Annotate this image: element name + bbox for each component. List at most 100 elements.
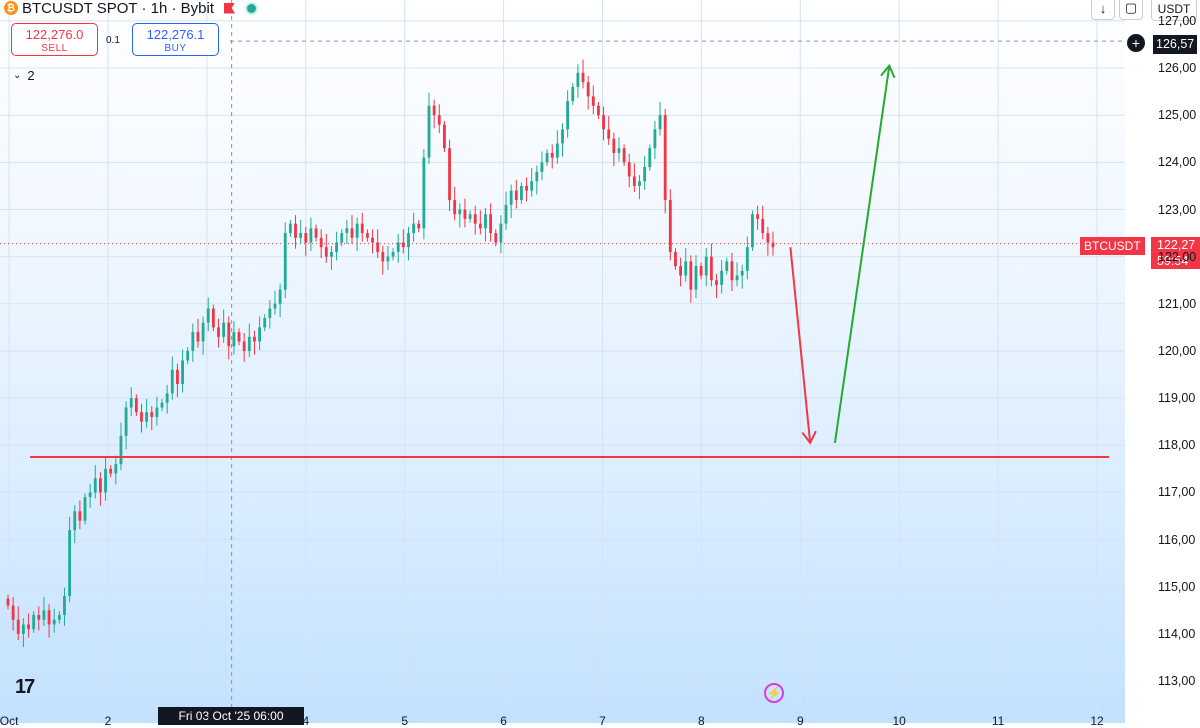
candle-body	[119, 435, 123, 465]
candle-body	[417, 223, 421, 229]
candle-body	[283, 233, 287, 290]
buy-label: BUY	[164, 43, 187, 54]
candle-body	[104, 468, 107, 493]
candle-body	[771, 242, 775, 248]
candle-body	[78, 511, 82, 521]
candle-body	[756, 214, 760, 219]
candle-body	[473, 214, 477, 224]
candle-body	[27, 624, 30, 630]
candle-body	[458, 209, 462, 215]
x-tick-label: 5	[401, 714, 409, 728]
sell-button[interactable]: 122,276.0 SELL	[11, 23, 98, 56]
lightning-icon[interactable]: ⚡	[764, 683, 784, 703]
last-price-value: 122,27	[1157, 238, 1196, 252]
candle-body	[37, 614, 41, 620]
spread-value: 0.1	[106, 35, 120, 46]
candle-body	[109, 468, 113, 474]
candle-body	[150, 412, 154, 417]
candle-body	[566, 101, 570, 130]
candle-body	[196, 332, 200, 342]
price-axis[interactable]	[1125, 0, 1200, 723]
add-alert-icon[interactable]: +	[1127, 34, 1145, 52]
candle-body	[674, 251, 677, 267]
candle-body	[99, 478, 102, 493]
candle-body	[360, 223, 364, 234]
candle-body	[258, 327, 261, 342]
candle-body	[376, 242, 380, 252]
candle-body	[11, 605, 15, 620]
candle-body	[581, 72, 585, 83]
candle-body	[525, 185, 528, 191]
candle-body	[176, 369, 179, 384]
y-tick-label: 123,00	[1158, 202, 1197, 217]
candle-body	[237, 332, 241, 342]
candle-body	[576, 72, 580, 87]
x-tick-label: 4	[302, 714, 310, 728]
download-button[interactable]: ↓	[1091, 0, 1115, 20]
candle-body	[751, 214, 754, 248]
symbol-title: BTCUSDT SPOT · 1h · Bybit	[22, 0, 214, 17]
candle-body	[391, 251, 395, 257]
y-tick-label: 116,00	[1158, 532, 1196, 547]
candle-body	[63, 596, 66, 615]
candle-body	[181, 360, 184, 384]
candle-body	[83, 497, 87, 521]
bitcoin-icon: ₿	[4, 1, 18, 15]
x-tick-label: 10	[892, 714, 906, 728]
chevron-down-icon: ⌄	[13, 70, 22, 81]
candle-body	[427, 105, 431, 158]
candle-body	[21, 624, 25, 634]
candle-body	[170, 369, 174, 394]
indicator-count: 2	[27, 68, 35, 83]
flag-icon[interactable]	[224, 3, 235, 14]
candle-body	[57, 614, 61, 620]
candle-body	[735, 275, 739, 281]
crosshair-time-tag: Fri 03 Oct '25 06:00	[158, 707, 304, 725]
candle-body	[355, 223, 359, 238]
candle-body	[520, 185, 523, 201]
y-tick-label: 120,00	[1158, 343, 1197, 358]
candle-body	[535, 171, 539, 182]
candle-body	[381, 251, 385, 262]
candle-body	[448, 148, 451, 201]
y-tick-label: 117,00	[1158, 485, 1196, 500]
candle-body	[709, 256, 713, 281]
candle-body	[720, 270, 724, 285]
candle-body	[52, 619, 56, 625]
download-icon: ↓	[1099, 0, 1107, 16]
market-open-icon	[247, 3, 256, 13]
x-tick-label: 12	[1090, 714, 1104, 728]
candle-body	[330, 251, 333, 257]
candle-body	[299, 233, 303, 238]
candle-body	[494, 233, 498, 243]
candle-body	[324, 247, 328, 257]
up-arrow-shaft	[833, 65, 891, 444]
candle-body	[407, 233, 410, 248]
tradingview-logo[interactable]: 17	[15, 676, 35, 698]
candle-body	[442, 124, 446, 149]
candle-body	[632, 176, 636, 186]
candle-body	[617, 148, 621, 153]
candle-body	[340, 233, 344, 243]
candle-body	[545, 152, 549, 163]
currency-selector[interactable]: USDT	[1151, 0, 1197, 21]
candle-body	[396, 242, 400, 252]
candle-body	[227, 322, 231, 347]
buy-price: 122,276.1	[146, 27, 205, 42]
candle-body	[478, 223, 482, 229]
candle-body	[622, 148, 626, 163]
candle-body	[294, 223, 297, 238]
candle-body	[134, 398, 138, 413]
symbol-header[interactable]: ₿ BTCUSDT SPOT · 1h · Bybit	[4, 0, 256, 18]
candle-body	[745, 247, 749, 271]
candle-body	[561, 129, 564, 144]
buy-button[interactable]: 122,276.1 BUY	[132, 23, 219, 56]
candle-body	[643, 167, 647, 182]
indicators-toggle[interactable]: ⌄ 2	[13, 68, 35, 83]
window-button[interactable]: ▢	[1119, 0, 1143, 20]
candle-body	[668, 200, 672, 252]
candle-body	[314, 228, 318, 238]
candle-body	[124, 407, 128, 436]
candle-body	[232, 332, 236, 347]
